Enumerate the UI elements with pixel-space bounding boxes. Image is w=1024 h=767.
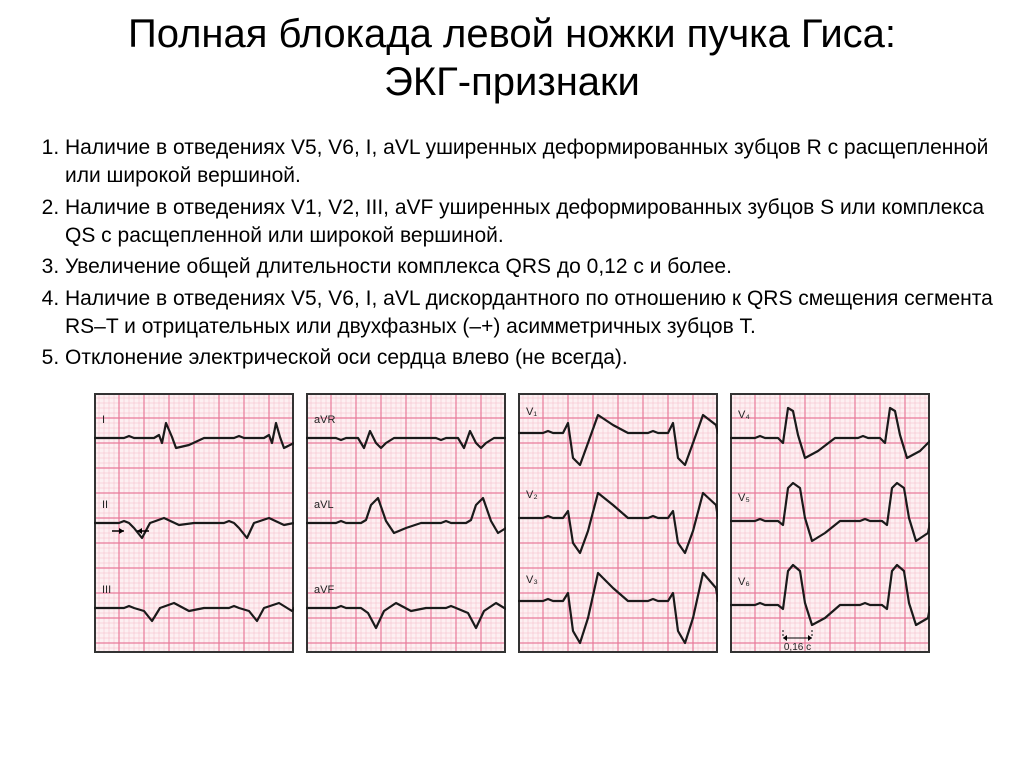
page-title: Полная блокада левой ножки пучка Гиса: Э…	[30, 10, 994, 106]
ecg-panels-row: IIIIIIaVRaVLaVFV₁V₂V₃V₄V₅V₆0,16 с	[30, 393, 994, 653]
ecg-panel: aVR aVL aVF	[306, 393, 506, 653]
lead-label: aVR	[314, 414, 335, 426]
title-line-1: Полная блокада левой ножки пучка Гиса:	[128, 12, 896, 56]
lead-label: V₂	[526, 489, 538, 501]
criteria-item: Увеличение общей длительности комплекса …	[65, 253, 994, 281]
lead-label: aVF	[314, 584, 334, 596]
lead-label: V₁	[526, 406, 537, 418]
ecg-panel: V₁ V₂ V₃	[518, 393, 718, 653]
criteria-item: Наличие в отведениях V5, V6, I, aVL ушир…	[65, 134, 994, 191]
measure-label: 0,16 с	[784, 642, 811, 653]
criteria-list: Наличие в отведениях V5, V6, I, aVL ушир…	[30, 134, 994, 373]
lead-label: V₃	[526, 574, 538, 586]
criteria-item: Наличие в отведениях V1, V2, III, aVF уш…	[65, 194, 994, 251]
lead-label: aVL	[314, 499, 334, 511]
lead-label: V₆	[738, 576, 750, 588]
criteria-item: Наличие в отведениях V5, V6, I, aVL диск…	[65, 285, 994, 342]
title-line-2: ЭКГ-признаки	[384, 60, 640, 104]
lead-label: V₄	[738, 409, 750, 421]
lead-label: V₅	[738, 492, 750, 504]
lead-label: II	[102, 499, 108, 511]
lead-label: I	[102, 414, 105, 426]
ecg-panel: IIIIII	[94, 393, 294, 653]
ecg-panel: V₄ V₅ V₆ 0,16 с	[730, 393, 930, 653]
lead-label: III	[102, 584, 111, 596]
criteria-item: Отклонение электрической оси сердца влев…	[65, 344, 994, 372]
